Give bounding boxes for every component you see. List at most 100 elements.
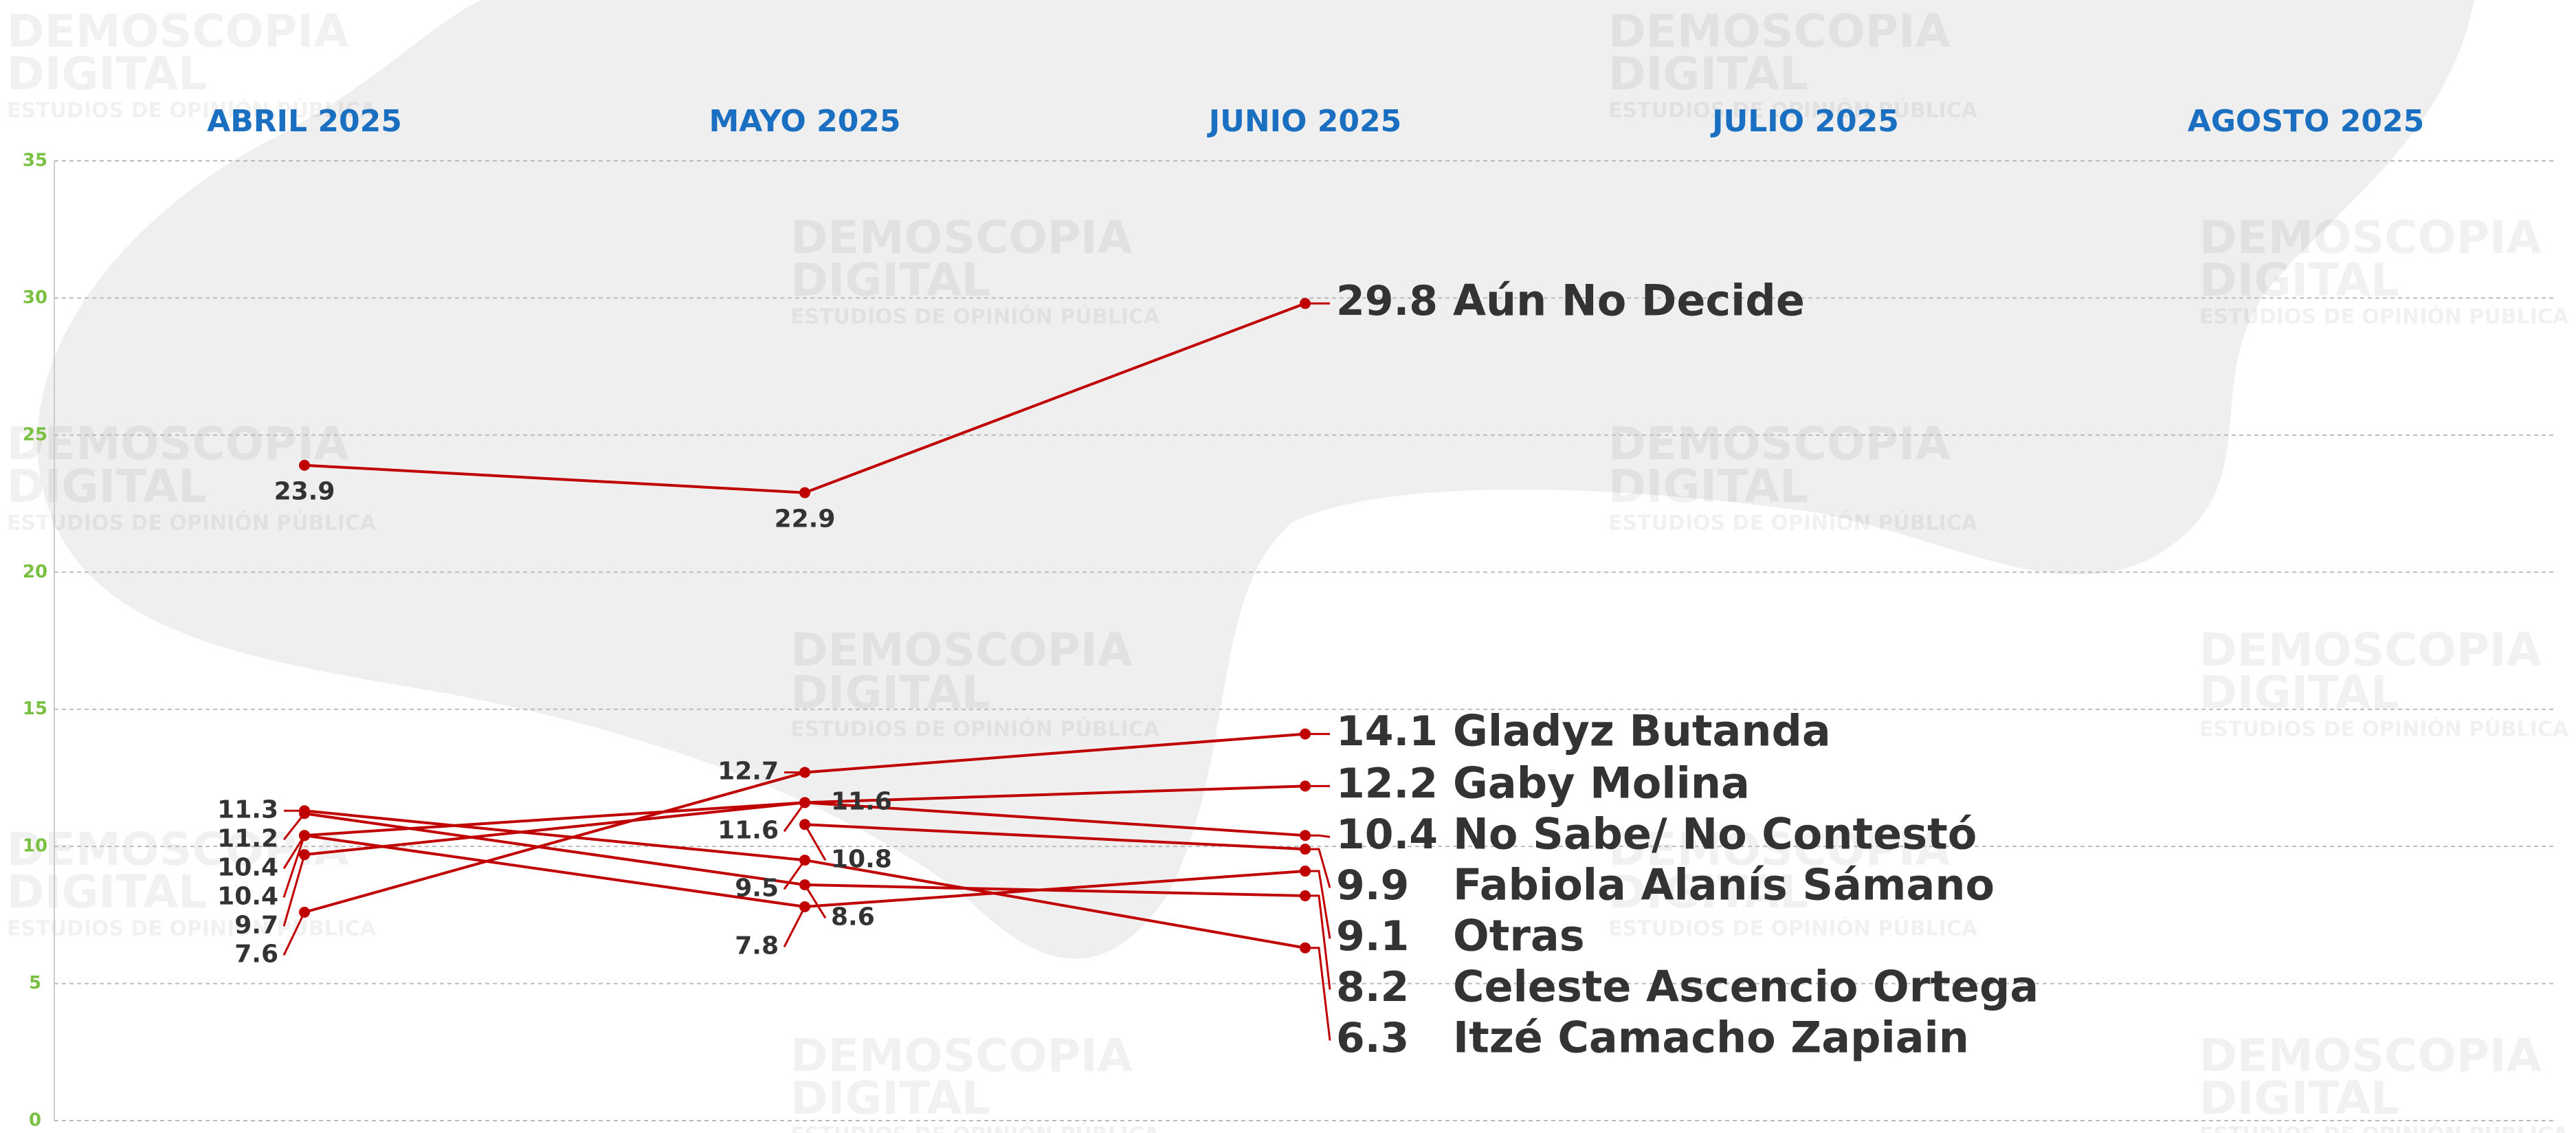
watermark-text: ESTUDIOS DE OPINIÓN PÚBLICA (2199, 716, 2569, 742)
watermark-text: DEMOSCOPIA (1608, 5, 1951, 58)
watermark-text: DEMOSCOPIA (2199, 624, 2542, 676)
y-tick-label: 5 (29, 973, 41, 993)
end-value-label: 29.8 (1336, 277, 1438, 325)
x-category-label: JULIO 2025 (1710, 104, 1899, 139)
watermark-text: DIGITAL (2199, 254, 2399, 307)
watermark-text: DIGITAL (790, 1072, 990, 1125)
series-name-label: Otras (1453, 910, 1585, 960)
watermark-text: DIGITAL (790, 254, 990, 307)
watermark-text: ESTUDIOS DE OPINIÓN PÚBLICA (7, 98, 377, 123)
value-label: 23.9 (274, 478, 335, 506)
watermark-text: DEMOSCOPIA (790, 624, 1133, 676)
watermark-text: ESTUDIOS DE OPINIÓN PÚBLICA (2199, 304, 2569, 329)
y-tick-label: 30 (23, 287, 47, 308)
leader-line (282, 854, 306, 927)
watermark-text: DIGITAL (7, 866, 207, 918)
value-label: 7.6 (234, 940, 278, 968)
series-name-label: Aún No Decide (1453, 275, 1805, 325)
watermark-text: DIGITAL (1608, 460, 1808, 513)
watermark-text: ESTUDIOS DE OPINIÓN PÚBLICA (790, 1122, 1160, 1133)
series-name-label: Celeste Ascencio Ortega (1453, 961, 2039, 1011)
value-label: 7.8 (735, 932, 779, 960)
watermark-text: ESTUDIOS DE OPINIÓN PÚBLICA (7, 510, 377, 536)
leader-line (803, 824, 827, 861)
watermark-text: ESTUDIOS DE OPINIÓN PÚBLICA (790, 304, 1160, 329)
leader-line (282, 835, 306, 898)
watermark-text: DIGITAL (7, 460, 207, 513)
watermark-text: DEMOSCOPIA (790, 211, 1133, 264)
leader-line (783, 859, 806, 890)
y-tick-label: 20 (23, 562, 47, 582)
x-category-label: JUNIO 2025 (1207, 104, 1401, 139)
leader-line (1305, 894, 1331, 990)
watermark-text: ESTUDIOS DE OPINIÓN PÚBLICA (7, 916, 377, 941)
x-category-label: AGOSTO 2025 (2188, 104, 2424, 139)
series-name-label: Fabiola Alanís Sámano (1453, 859, 1995, 910)
watermark-text: DIGITAL (790, 666, 990, 719)
watermark-text: DEMOSCOPIA (7, 823, 349, 876)
value-label: 10.4 (217, 882, 278, 910)
leader-line (1305, 834, 1331, 838)
value-label: 11.2 (217, 824, 278, 852)
data-point (799, 487, 810, 498)
value-label: 10.4 (217, 853, 278, 881)
leader-line (282, 835, 306, 870)
leader-line (282, 912, 306, 956)
x-category-label: MAYO 2025 (709, 104, 900, 139)
watermark-text: DIGITAL (7, 47, 207, 100)
watermark-text: ESTUDIOS DE OPINIÓN PÚBLICA (1608, 510, 1978, 536)
value-label: 11.6 (831, 787, 892, 815)
watermark-text: ESTUDIOS DE OPINIÓN PÚBLICA (790, 716, 1160, 742)
value-label: 9.7 (234, 911, 278, 939)
value-label: 11.3 (217, 795, 278, 824)
watermark-text: DEMOSCOPIA (2199, 211, 2542, 264)
data-point (299, 459, 310, 471)
series-line (804, 823, 1306, 851)
value-label: 11.6 (718, 816, 779, 844)
y-tick-label: 35 (23, 151, 47, 171)
watermark-text: DIGITAL (1608, 866, 1808, 918)
y-tick-label: 15 (23, 698, 47, 719)
leader-line (783, 906, 806, 948)
series-name-label: No Sabe/ No Contestó (1453, 808, 1977, 859)
value-label: 22.9 (775, 505, 836, 534)
series-name-label: Gaby Molina (1453, 758, 1750, 808)
end-value-label: 12.2 (1336, 760, 1438, 808)
leader-line (1305, 870, 1331, 939)
value-label: 8.6 (831, 903, 875, 931)
watermark-text: DIGITAL (1608, 47, 1808, 100)
watermark-text: DEMOSCOPIA (790, 1029, 1133, 1082)
watermark-text: DEMOSCOPIA (1608, 823, 1951, 876)
leader-line (1305, 848, 1331, 888)
leader-line (803, 884, 827, 919)
map-shape (37, 0, 2475, 959)
watermark-text: ESTUDIOS DE OPINIÓN PÚBLICA (1608, 98, 1978, 123)
end-value-label: 14.1 (1336, 707, 1438, 756)
leader-line (783, 802, 806, 833)
y-tick-label: 0 (29, 1110, 41, 1131)
series-name-label: Itzé Camacho Zapiain (1453, 1012, 1969, 1062)
end-value-label: 6.3 (1336, 1014, 1409, 1062)
y-tick-label: 10 (23, 836, 47, 857)
watermark-text: DEMOSCOPIA (1608, 417, 1951, 470)
end-value-label: 10.4 (1336, 811, 1438, 859)
end-value-label: 8.2 (1336, 963, 1409, 1011)
value-label: 10.8 (831, 845, 892, 873)
y-tick-label: 25 (23, 424, 47, 445)
value-label: 9.5 (735, 874, 779, 902)
watermark-text: DIGITAL (2199, 666, 2399, 719)
leader-line (1305, 947, 1331, 1041)
watermark-text: DEMOSCOPIA (7, 417, 349, 470)
leader-line (282, 813, 306, 841)
series-name-label: Gladyz Butanda (1453, 706, 1831, 756)
x-category-label: ABRIL 2025 (207, 104, 402, 139)
watermark-text: DEMOSCOPIA (2199, 1029, 2542, 1082)
watermark-text: ESTUDIOS DE OPINIÓN PÚBLICA (2199, 1122, 2569, 1133)
end-value-label: 9.1 (1336, 912, 1409, 960)
end-value-label: 9.9 (1336, 861, 1409, 910)
watermark-text: DIGITAL (2199, 1072, 2399, 1125)
value-label: 12.7 (718, 757, 779, 785)
watermark-text: ESTUDIOS DE OPINIÓN PÚBLICA (1608, 916, 1978, 941)
